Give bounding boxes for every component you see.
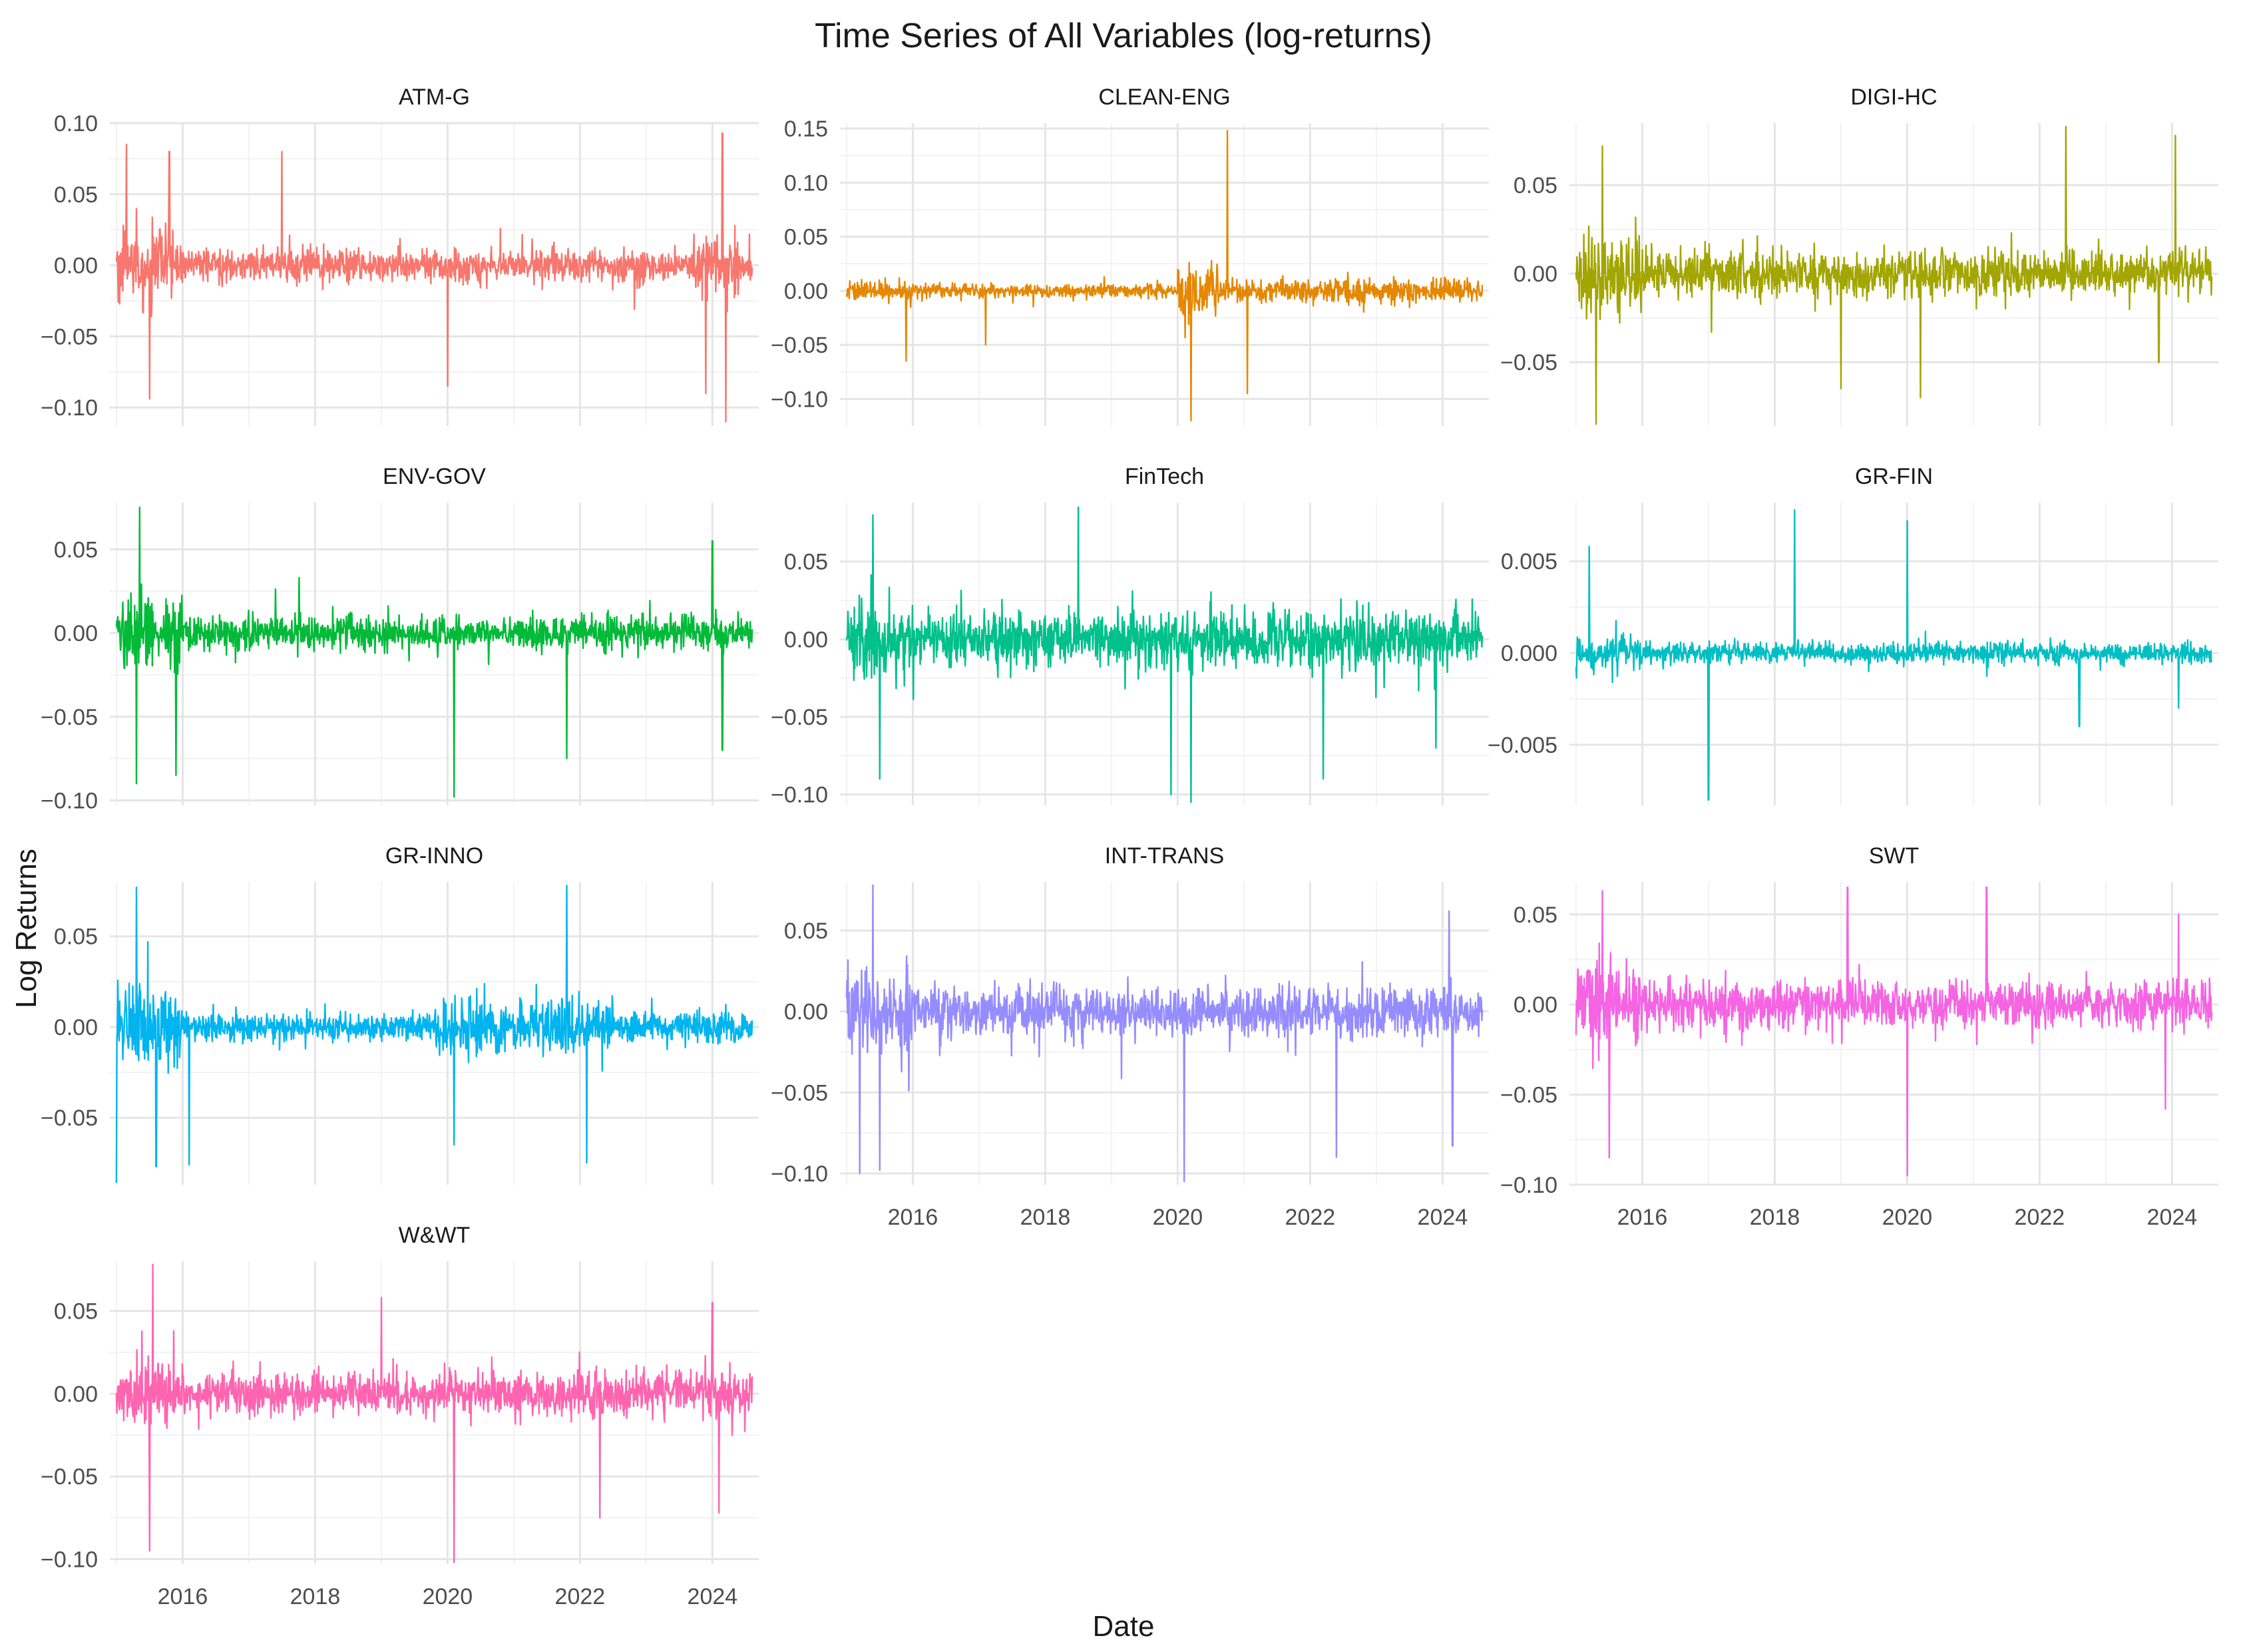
panel-title: W&WT <box>399 1223 471 1248</box>
y-tick-label: −0.10 <box>41 788 98 813</box>
x-tick-label: 2022 <box>2015 1205 2065 1230</box>
y-tick-label: −0.05 <box>1500 350 1557 375</box>
y-tick-label: 0.00 <box>784 279 828 304</box>
chart-title: Time Series of All Variables (log-return… <box>815 17 1432 55</box>
y-tick-label: 0.05 <box>54 182 98 208</box>
series-line-digi-hc <box>1575 126 2213 425</box>
panel-fintech: FinTech 0.05 0.00 −0.05 −0.10 <box>771 464 1489 808</box>
panel-title: ATM-G <box>399 85 470 110</box>
panel-atm-g: ATM-G 0.10 0.05 0.00 −0.05 −0.10 <box>41 85 759 426</box>
panel-env-gov: ENV-GOV 0.05 0.00 −0.05 −0.10 <box>41 464 759 813</box>
y-tick-label: 0.10 <box>54 111 98 136</box>
series-line-gr-inno <box>115 885 753 1183</box>
panel-title: INT-TRANS <box>1105 843 1224 869</box>
x-tick-label: 2020 <box>423 1584 473 1609</box>
panel-title: GR-INNO <box>385 843 483 869</box>
panel-swt: SWT 0.05 0.00 −0.05 −0.10 2016 2018 2020 2022 202… <box>1500 843 2218 1230</box>
y-tick-label: 0.15 <box>784 116 828 142</box>
y-tick-label: 0.05 <box>784 919 828 944</box>
panel-title: FinTech <box>1125 464 1204 489</box>
y-tick-label: 0.05 <box>1514 903 1557 928</box>
y-tick-label: 0.00 <box>54 621 98 646</box>
panel-title: GR-FIN <box>1855 464 1933 489</box>
y-tick-label: −0.005 <box>1488 733 1557 758</box>
y-tick-label: −0.10 <box>771 783 828 808</box>
panel-title: ENV-GOV <box>383 464 486 489</box>
y-tick-label: 0.00 <box>54 1015 98 1040</box>
y-tick-label: −0.05 <box>41 324 98 349</box>
panel-title: SWT <box>1869 843 1920 869</box>
x-tick-label: 2016 <box>1617 1205 1668 1230</box>
y-tick-label: 0.005 <box>1501 549 1557 574</box>
y-tick-label: −0.05 <box>771 705 828 730</box>
y-tick-label: 0.05 <box>54 537 98 562</box>
y-tick-label: 0.00 <box>54 254 98 279</box>
series-line-swt <box>1575 886 2213 1177</box>
y-tick-label: −0.05 <box>41 1106 98 1131</box>
y-tick-label: 0.10 <box>784 170 828 196</box>
y-tick-label: 0.00 <box>54 1382 98 1407</box>
series-line-clean-eng <box>845 130 1484 422</box>
y-tick-label: −0.10 <box>41 1548 98 1573</box>
y-tick-label: 0.00 <box>784 1000 828 1025</box>
panel-title: DIGI-HC <box>1850 85 1937 110</box>
y-tick-label: −0.05 <box>41 1464 98 1490</box>
panel-int-trans: INT-TRANS 0.05 0.00 −0.05 −0.10 2016 2018 2020 2… <box>771 843 1489 1230</box>
x-tick-label: 2024 <box>2147 1205 2198 1230</box>
x-tick-label: 2018 <box>1750 1205 1800 1230</box>
x-tick-label: 2016 <box>888 1205 938 1230</box>
x-tick-label: 2016 <box>158 1584 208 1609</box>
y-tick-label: −0.10 <box>1500 1173 1557 1198</box>
y-tick-label: 0.05 <box>1514 173 1557 198</box>
series-line-w-wt <box>115 1263 753 1563</box>
x-tick-label: 2024 <box>1418 1205 1468 1230</box>
x-tick-label: 2018 <box>1020 1205 1071 1230</box>
panel-gr-inno: GR-INNO 0.05 0.00 −0.05 <box>41 843 759 1185</box>
y-tick-label: −0.05 <box>771 1080 828 1106</box>
y-tick-label: −0.05 <box>771 333 828 358</box>
y-tick-label: 0.00 <box>1514 262 1557 287</box>
y-tick-label: 0.00 <box>1514 992 1557 1018</box>
y-tick-label: −0.10 <box>41 395 98 421</box>
series-line-fintech <box>845 506 1484 803</box>
y-tick-label: 0.05 <box>54 1299 98 1325</box>
panel-digi-hc: DIGI-HC 0.05 0.00 −0.05 <box>1500 85 2218 426</box>
x-tick-label: 2022 <box>555 1584 606 1609</box>
panel-gr-fin: GR-FIN 0.005 0.000 −0.005 <box>1488 464 2218 805</box>
y-tick-label: 0.00 <box>784 627 828 652</box>
y-tick-label: 0.000 <box>1501 641 1557 666</box>
series-line-env-gov <box>115 507 753 798</box>
y-tick-label: −0.10 <box>771 387 828 412</box>
y-tick-label: 0.05 <box>54 925 98 950</box>
y-tick-label: −0.05 <box>1500 1083 1557 1108</box>
y-tick-label: 0.05 <box>784 550 828 575</box>
series-line-gr-fin <box>1575 509 2213 801</box>
x-axis-label: Date <box>1092 1610 1155 1643</box>
x-tick-label: 2024 <box>688 1584 738 1609</box>
y-tick-label: 0.05 <box>784 225 828 250</box>
x-tick-label: 2018 <box>290 1584 341 1609</box>
x-tick-label: 2020 <box>1153 1205 1203 1230</box>
panel-clean-eng: CLEAN-ENG 0.15 0.10 0.05 0.00 −0.05 −0.10 <box>771 85 1489 426</box>
panel-title: CLEAN-ENG <box>1098 85 1230 110</box>
x-tick-label: 2022 <box>1285 1205 1336 1230</box>
x-tick-label: 2020 <box>1882 1205 1933 1230</box>
y-tick-label: −0.05 <box>41 705 98 730</box>
series-line-atm-g <box>115 132 753 423</box>
y-tick-label: −0.10 <box>771 1161 828 1187</box>
panel-w-wt: W&WT 0.05 0.00 −0.05 −0.10 2016 2018 2020 2022 20… <box>41 1223 759 1609</box>
series-line-int-trans <box>845 884 1484 1183</box>
